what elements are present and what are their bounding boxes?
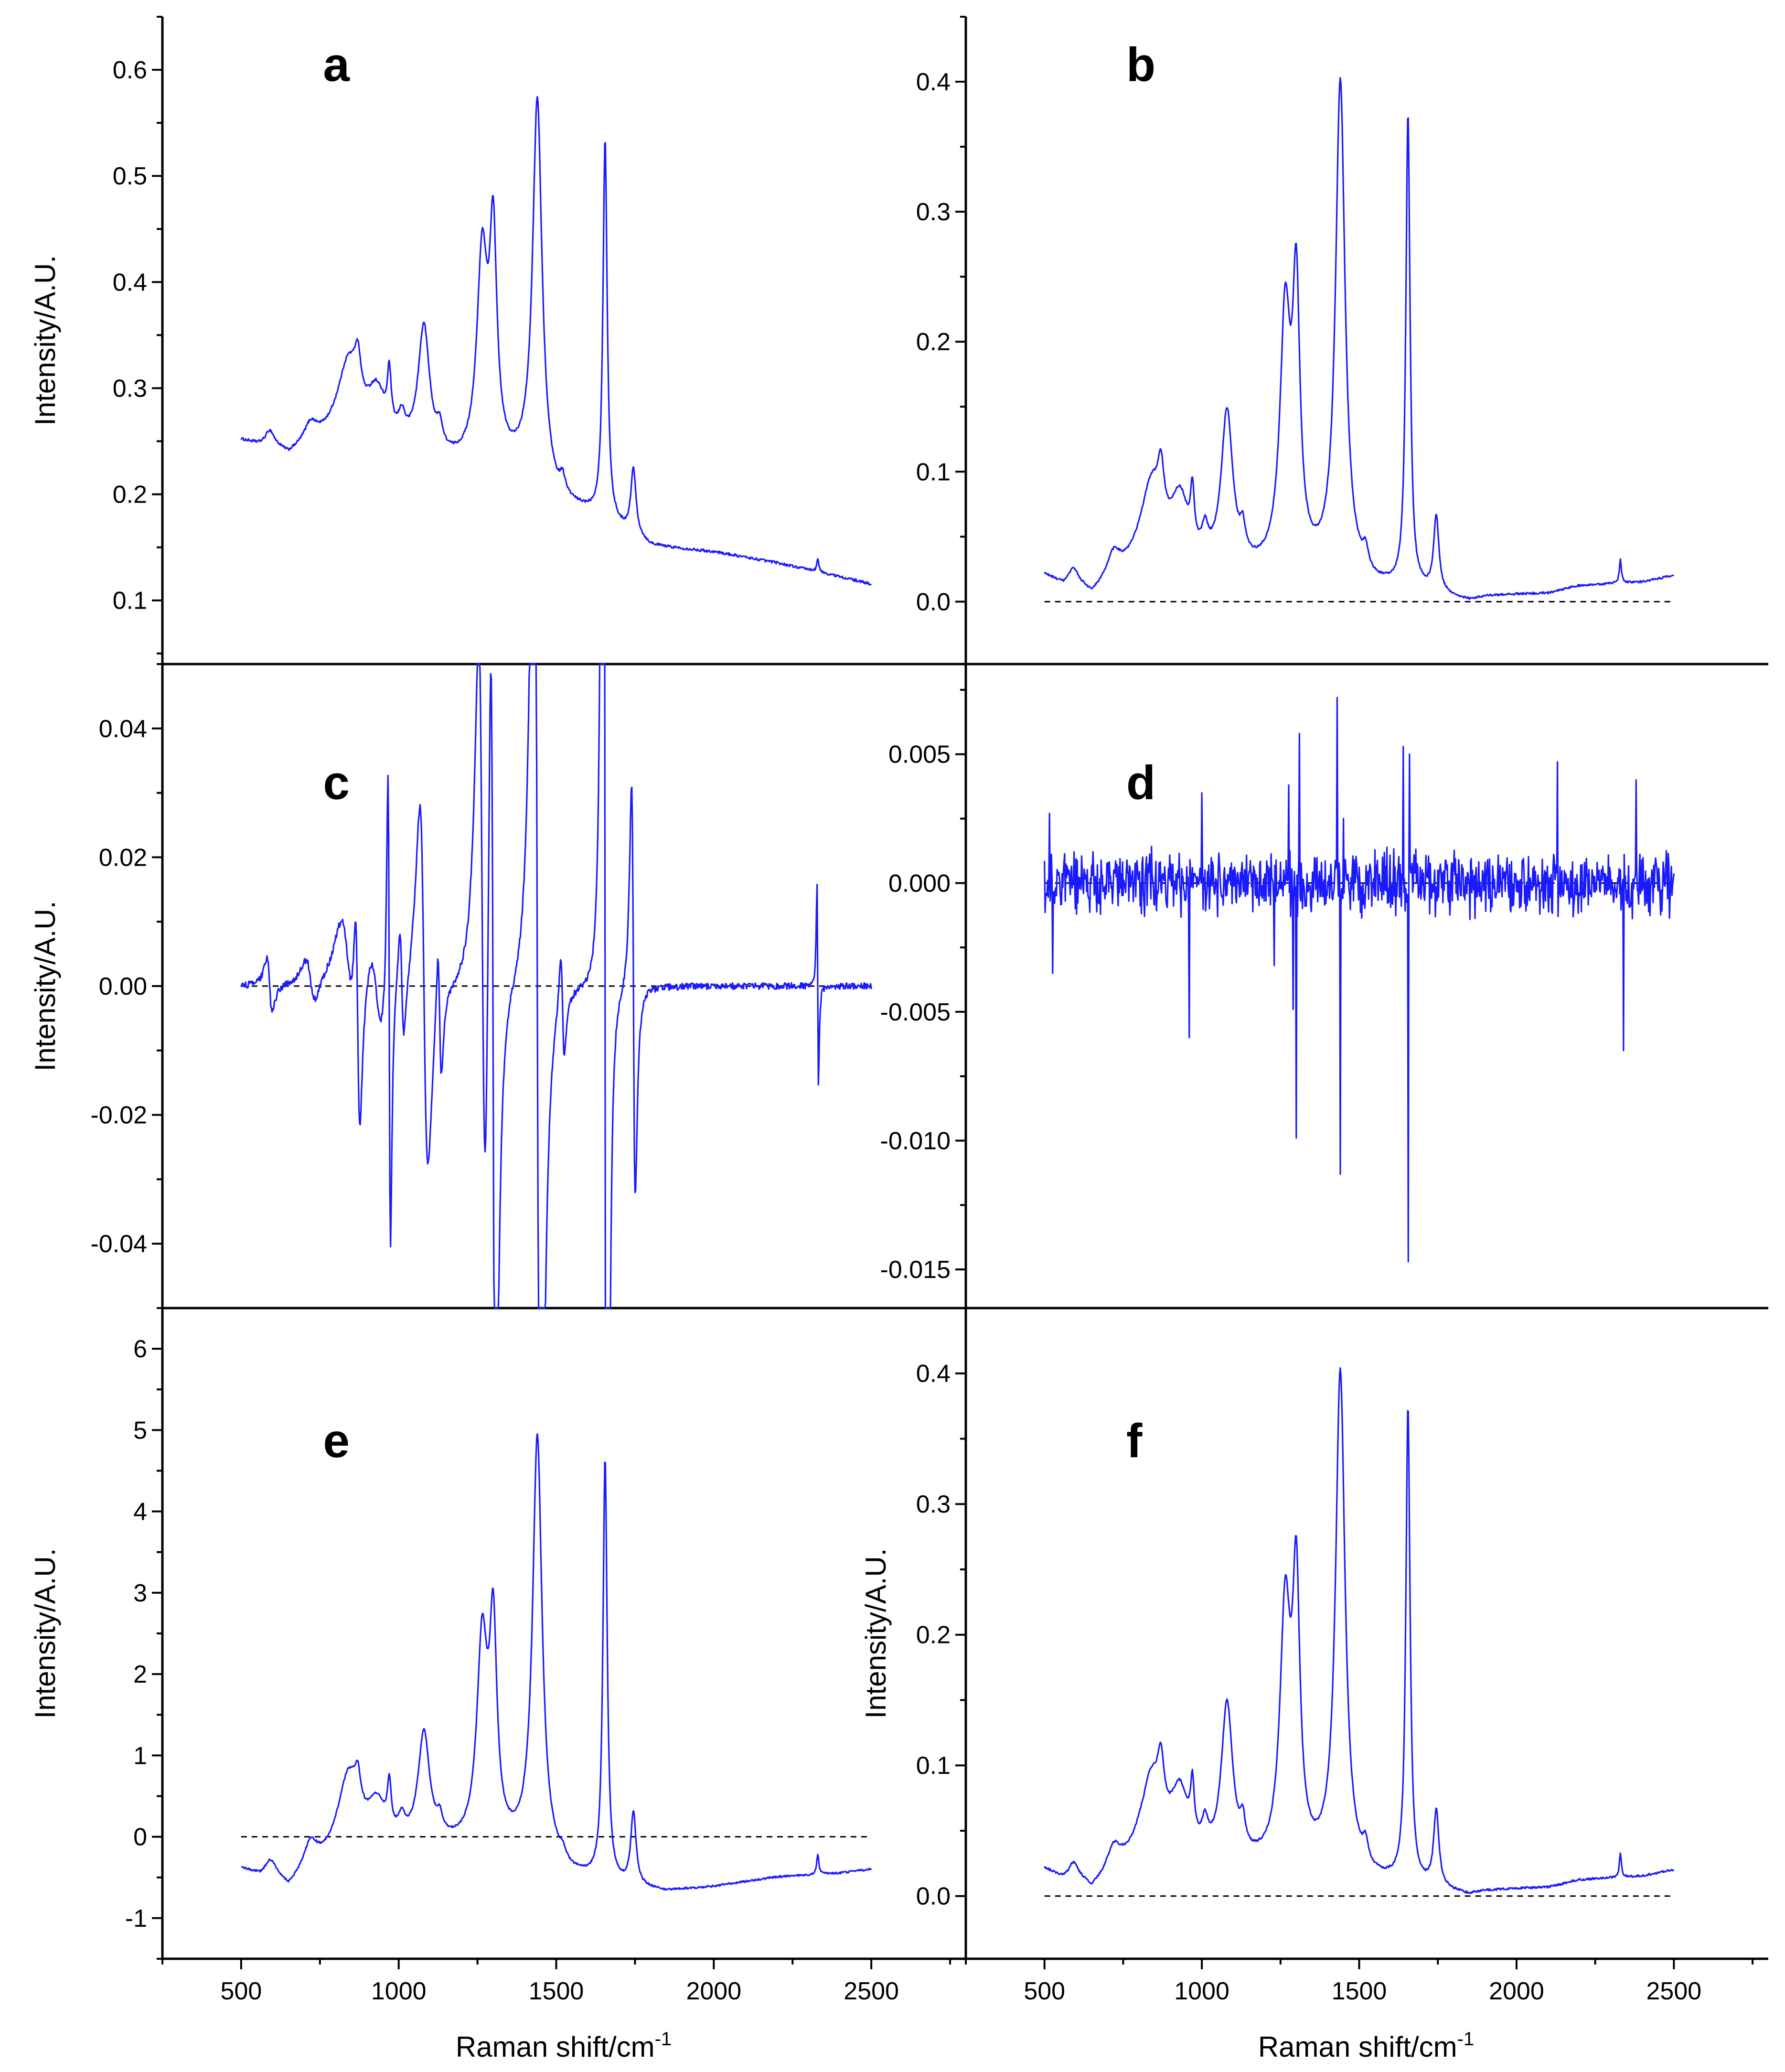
y-axis-title-e: Intensity/A.U. [29,1548,61,1719]
panel-c: -0.04 -0.02 0.00 0.02 0.04 Intensity/A.U. c [29,663,966,1310]
x-axis-title-right: Raman shift/cm-1 [1258,2029,1474,2063]
x-tick-label-f: 2500 [1646,1977,1702,2005]
y-tick-label-c: 0.02 [99,844,147,871]
y-axis-title-a: Intensity/A.U. [29,255,61,426]
y-tick-label-c: 0.00 [99,973,147,1000]
spectrum-line-e [241,1433,872,1891]
spectrum-line-b [1044,77,1674,600]
y-tick-label-e: 0 [133,1824,147,1851]
panel-e: -1 0 1 2 3 4 5 6 Intensity/A.U. 500 1000 1500 2000 25… [29,1307,966,2005]
x-tick-label-e: 2500 [844,1977,899,2005]
y-tick-label-a: 0.2 [113,481,147,509]
y-tick-label-c: -0.02 [90,1102,147,1129]
x-tick-label-f: 1000 [1174,1977,1229,2005]
y-tick-label-c: 0.04 [99,715,147,743]
y-tick-label-d: 0.000 [888,870,951,897]
y-tick-label-c: -0.04 [90,1230,147,1258]
y-tick-label-d: -0.010 [880,1127,951,1155]
panel-label-a: a [323,38,350,92]
y-tick-label-e: -1 [125,1905,147,1932]
y-tick-label-e: 2 [133,1661,147,1688]
y-tick-label-b: 0.3 [916,198,951,226]
y-tick-label-d: -0.015 [880,1256,951,1284]
panel-label-b: b [1126,38,1155,92]
y-tick-label-f: 0.0 [916,1883,951,1911]
panel-label-f: f [1126,1414,1143,1468]
y-tick-label-e: 5 [133,1417,147,1444]
x-tick-label-f: 1500 [1332,1977,1387,2005]
x-tick-label-f: 2000 [1489,1977,1544,2005]
y-tick-label-a: 0.5 [113,162,147,190]
spectrum-line-f [1044,1367,1675,1894]
panel-label-d: d [1126,756,1155,809]
y-tick-label-d: 0.005 [888,741,951,769]
y-tick-label-f: 0.4 [916,1360,951,1388]
x-axis-title-left: Raman shift/cm-1 [456,2029,672,2063]
y-tick-label-e: 4 [133,1498,147,1526]
y-tick-label-e: 6 [133,1335,147,1363]
panel-label-c: c [323,756,350,809]
y-tick-label-b: 0.0 [916,588,951,616]
panel-d: -0.015 -0.010 -0.005 0.000 0.005 d [880,664,1768,1310]
y-tick-label-f: 0.3 [916,1491,951,1518]
x-tick-label-f: 500 [1024,1977,1065,2005]
x-tick-label-e: 1500 [529,1977,584,2005]
y-tick-label-a: 0.6 [113,56,147,84]
y-tick-label-b: 0.2 [916,328,951,356]
panel-label-e: e [323,1414,350,1468]
x-tick-label-e: 500 [221,1977,262,2005]
y-tick-label-b: 0.4 [916,68,951,96]
y-axis-title-c: Intensity/A.U. [29,901,61,1072]
panel-f: 0.0 0.1 0.2 0.3 0.4 Intensity/A.U. 500 1000 1500… [860,1307,1768,2005]
panels: 0.10.20.30.40.50.6Intensity/A.U.a0.00.10… [29,16,1768,2005]
spectrum-line-a [240,96,872,586]
x-tick-label-e: 1000 [371,1977,427,2005]
y-tick-label-a: 0.3 [113,375,147,402]
panel-a: 0.1 0.2 0.3 0.4 0.5 0.6 Intensity/A.U. a [29,16,966,666]
y-tick-label-f: 0.2 [916,1621,951,1649]
spectrum-line-d [1044,697,1675,1263]
shared-x-labels: Raman shift/cm-1 Raman shift/cm-1 [456,2029,1474,2063]
y-tick-label-b: 0.1 [916,458,951,486]
y-tick-label-a: 0.4 [113,268,147,296]
panel-b: 0.0 0.1 0.2 0.3 0.4 b [916,16,1768,666]
x-tick-label-e: 2000 [686,1977,741,2005]
y-axis-title-f: Intensity/A.U. [860,1548,892,1719]
y-tick-label-e: 1 [133,1742,147,1770]
y-tick-label-a: 0.1 [113,587,147,615]
y-tick-label-e: 3 [133,1579,147,1607]
y-tick-label-d: -0.005 [880,998,951,1026]
y-tick-label-f: 0.1 [916,1752,951,1780]
spectrum-line-c [240,663,872,1309]
